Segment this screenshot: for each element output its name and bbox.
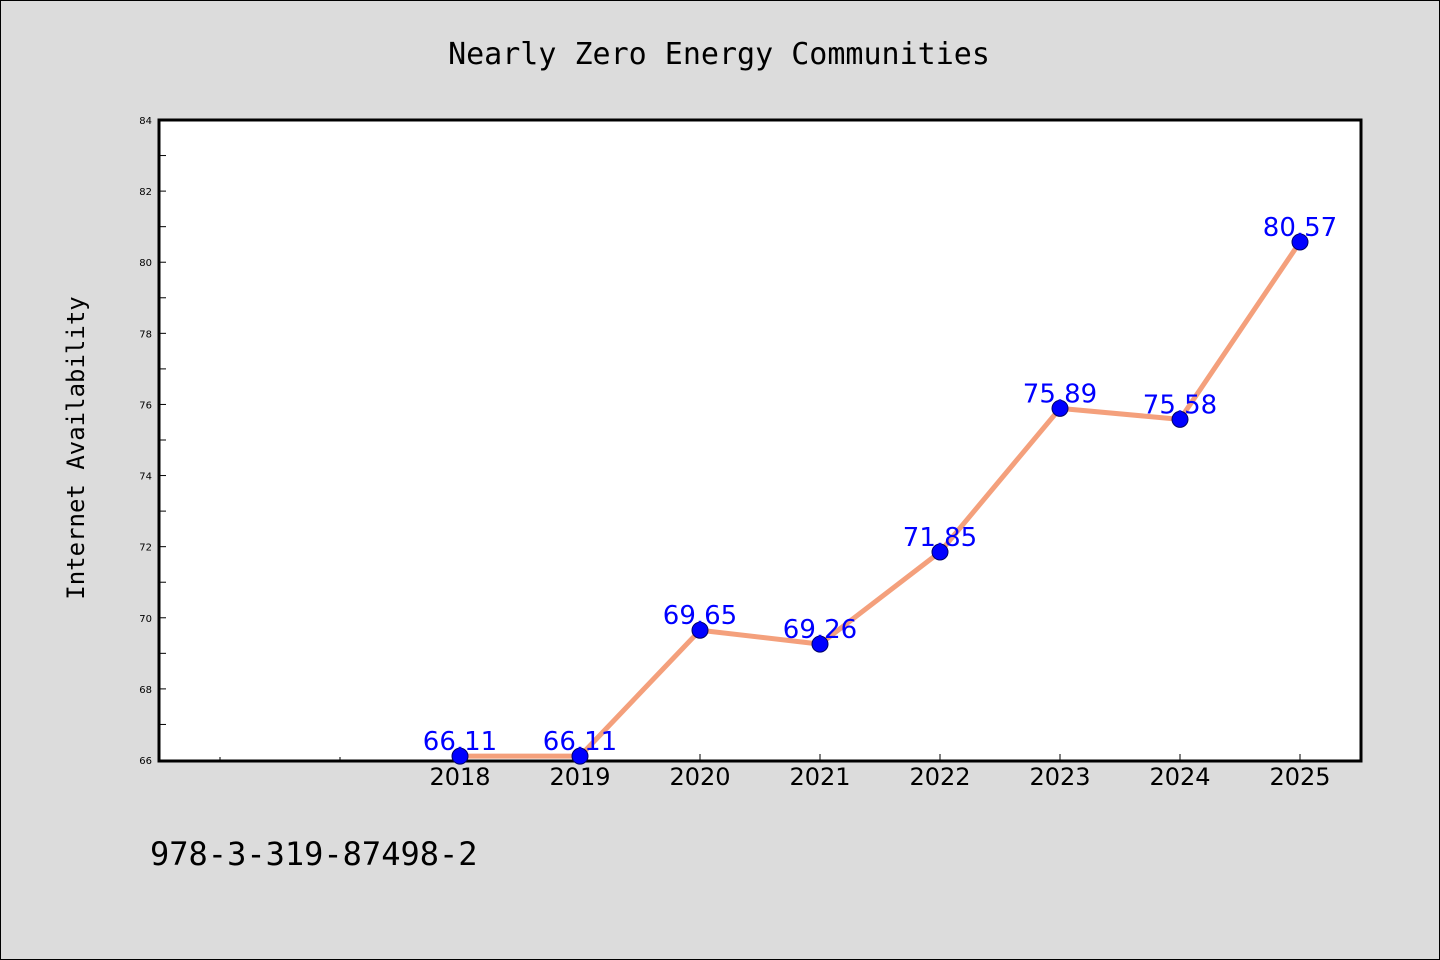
- data-point: [451, 747, 469, 765]
- y-tick-label: 84: [139, 116, 152, 127]
- x-tick-label: 2021: [789, 763, 850, 791]
- y-tick-label: 82: [139, 187, 152, 198]
- x-axis-ticks: 2018 2019 2020 2021 2022 2023 2024 2025: [219, 754, 1331, 791]
- plot-area: [157, 118, 1363, 763]
- data-label: 75.58: [1143, 390, 1217, 420]
- x-tick-label: 2025: [1269, 763, 1330, 791]
- x-tick-label: 2023: [1029, 763, 1090, 791]
- x-tick-label: 2022: [909, 763, 970, 791]
- chart-title: Nearly Zero Energy Communities: [448, 37, 990, 72]
- data-label: 66.11: [423, 727, 497, 757]
- data-point: [1291, 233, 1309, 251]
- data-point: [691, 621, 709, 639]
- x-tick-label: 2018: [429, 763, 490, 791]
- data-point: [571, 747, 589, 765]
- data-point: [931, 543, 949, 561]
- y-tick-label: 74: [139, 472, 152, 483]
- y-tick-label: 66: [139, 756, 152, 767]
- data-label: 80.57: [1263, 213, 1337, 243]
- data-label: 69.26: [783, 615, 857, 645]
- x-tick-label: 2020: [669, 763, 730, 791]
- footnote-isbn: 978-3-319-87498-2: [150, 835, 478, 873]
- data-label: 66.11: [543, 727, 617, 757]
- y-axis-ticks: 66 68 70 72 74 76 78 80 82 84: [139, 116, 166, 767]
- x-tick-label: 2024: [1149, 763, 1210, 791]
- data-point: [1171, 410, 1189, 428]
- y-tick-label: 72: [139, 543, 152, 554]
- y-tick-label: 76: [139, 400, 152, 411]
- series-layer: 66.11 66.11 69.65 69.26 71.85 75.89 75.58 80.57: [423, 213, 1337, 765]
- x-tick-label: 2019: [549, 763, 610, 791]
- y-axis-label: Internet Availability: [62, 296, 90, 599]
- y-tick-label: 68: [139, 685, 152, 696]
- y-tick-label: 80: [139, 258, 152, 269]
- y-tick-label: 70: [139, 614, 152, 625]
- series-line: [457, 239, 1303, 759]
- data-label: 69.65: [663, 601, 737, 631]
- data-label: 75.89: [1023, 379, 1097, 409]
- data-point: [1051, 399, 1069, 417]
- data-label: 71.85: [903, 523, 977, 553]
- y-tick-label: 78: [139, 329, 152, 340]
- data-point: [811, 635, 829, 653]
